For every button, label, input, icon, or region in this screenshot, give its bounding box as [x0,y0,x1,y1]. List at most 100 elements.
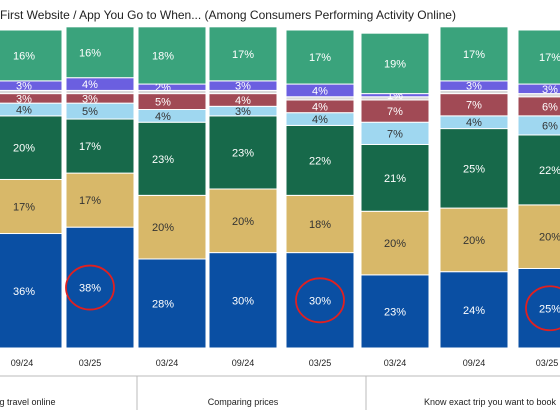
bar-segment [208,252,278,349]
x-tick-label: 09/24 [232,358,255,368]
data-label: 25% [539,303,560,315]
bar-segment [439,26,509,82]
data-label: 17% [13,201,35,213]
highlight-circle [525,285,560,332]
bar-segment [137,121,207,196]
bar-segment [65,77,135,91]
data-label: 4% [312,114,328,126]
data-label: 24% [463,305,485,317]
data-label: 17% [79,195,101,207]
data-label: 30% [309,295,331,307]
data-label: 4% [312,85,328,97]
bar-segment [360,274,430,349]
bar-segment [360,210,430,276]
data-label: 7% [387,106,403,118]
data-label: 16% [79,47,101,59]
highlight-circle [295,277,345,324]
data-label: 4% [82,79,98,91]
bar-segment [65,172,135,228]
bar-segment [439,207,509,273]
data-label: 3% [82,93,98,105]
data-label: 23% [384,306,406,318]
data-label: 23% [232,147,254,159]
data-label: 4% [312,101,328,113]
data-label: 7% [466,100,482,112]
data-label: 22% [309,155,331,167]
data-label: 20% [232,216,254,228]
data-label: 16% [13,50,35,62]
data-label: 6% [542,120,558,132]
bar-segment [285,194,355,254]
bar-segment [285,124,355,196]
data-label: 28% [152,298,174,310]
data-label: 2% [155,82,171,94]
bar-segment [0,178,63,235]
data-label: 4% [466,117,482,129]
data-label: 3% [16,81,32,93]
data-label: 4% [16,105,32,117]
x-tick-label: 09/24 [463,358,486,368]
data-label: 22% [539,165,560,177]
data-label: 19% [384,58,406,70]
bar-segment [208,115,278,190]
highlight-circle [65,264,115,311]
data-label: 3% [16,93,32,105]
bar-segment [137,83,207,91]
bar-segment [0,29,63,82]
x-tick-label: 09/24 [11,358,34,368]
group-label: Know exact trip you want to book [424,397,557,407]
chart-title: First Website / App You Go to When... (A… [0,8,456,22]
bar-segment [65,226,135,349]
data-label: 7% [387,128,403,140]
bar-segment [137,109,207,123]
data-label: 3% [542,84,558,96]
data-label: 20% [539,232,560,244]
data-label: 17% [79,141,101,153]
x-tick-label: 03/25 [79,358,102,368]
data-label: 4% [155,111,171,123]
bar-segment [360,143,430,212]
data-label: 38% [79,283,101,295]
bar-segment [137,258,207,349]
data-label: 5% [155,97,171,109]
group-label: ng travel online [0,397,56,407]
bar-segment [517,134,560,206]
bar-segment [517,268,560,349]
bar-segment [517,29,560,85]
x-tick-label: 03/24 [156,358,179,368]
x-tick-label: 03/25 [536,358,559,368]
bar-segment [439,128,509,209]
data-label: 4% [235,95,251,107]
data-label: 3% [466,81,482,93]
bar-segment [65,26,135,79]
bar-segment [137,194,207,260]
bar-segment [208,26,278,82]
data-label: 30% [232,295,254,307]
bar-segment [285,252,355,349]
data-label: 17% [309,52,331,64]
bar-segment [137,93,207,110]
bar-segment [65,102,135,120]
data-label: 20% [13,143,35,155]
group-label: Comparing prices [208,397,279,407]
data-label: 25% [463,163,485,175]
data-label: 18% [309,219,331,231]
data-label: 3% [235,106,251,118]
data-label: 6% [542,101,558,113]
bar-segment [65,93,135,104]
data-label: 18% [152,50,174,62]
bar-segment [65,118,135,174]
x-tick-label: 03/24 [384,358,407,368]
data-label: 23% [152,154,174,166]
data-label: 36% [13,286,35,298]
data-label: 17% [463,49,485,61]
bar-segment [0,115,63,180]
bar-segment [360,32,430,95]
x-tick-label: 03/25 [309,358,332,368]
data-label: 17% [232,49,254,61]
data-label: 5% [82,106,98,118]
bar-segment [137,26,207,85]
bar-segment [285,29,355,85]
data-label: 20% [384,238,406,250]
